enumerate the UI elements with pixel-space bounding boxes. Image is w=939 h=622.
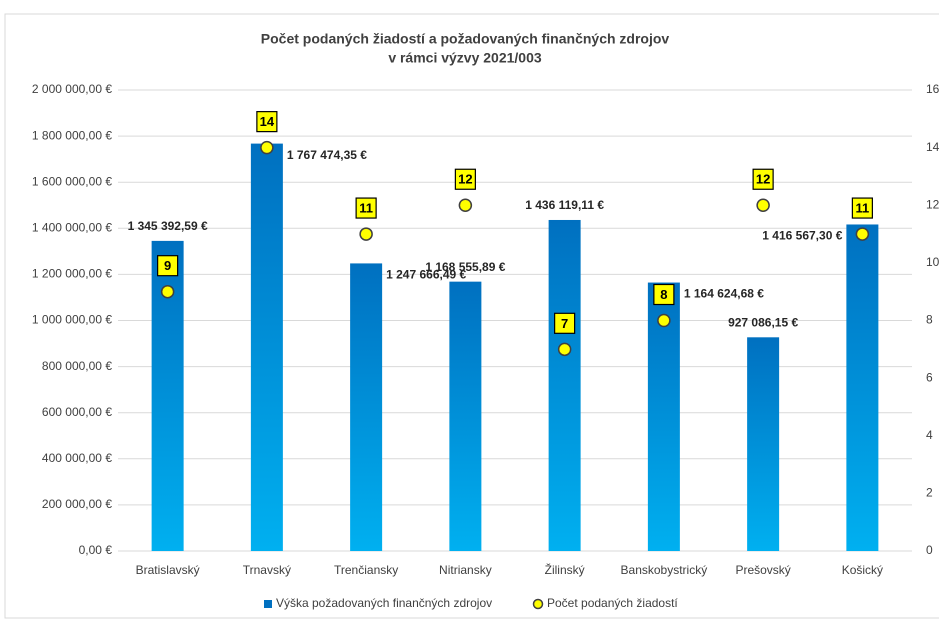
count-label: 11 (856, 201, 870, 216)
count-label: 12 (458, 172, 472, 187)
point (260, 140, 274, 155)
point (756, 198, 770, 212)
x-tick-label: Nitriansky (439, 563, 492, 577)
y-tick-label: 400 000,00 € (42, 451, 112, 465)
x-tick-label: Prešovský (735, 563, 790, 577)
y2-tick-label: 16 (926, 82, 939, 96)
value-label: 1 164 624,68 € (684, 287, 764, 301)
bar (846, 224, 879, 551)
legend-swatch (532, 598, 544, 610)
x-tick-label: Bratislavský (136, 563, 200, 577)
count-label: 11 (359, 201, 373, 216)
value-label: 927 086,15 € (728, 315, 798, 329)
count-label: 8 (660, 287, 667, 302)
legend-label: Výška požadovaných finančných zdrojov (276, 596, 492, 610)
y2-tick-label: 0 (926, 543, 933, 557)
y-tick-label: 1 800 000,00 € (32, 128, 112, 142)
x-tick-label: Banskobystrický (621, 563, 708, 577)
x-tick-label: Žilinský (545, 562, 585, 577)
y2-tick-label: 10 (926, 255, 939, 269)
point (855, 227, 870, 241)
y-tick-label: 1 000 000,00 € (32, 313, 112, 327)
legend-swatch (264, 600, 272, 608)
x-tick-label: Trnavský (243, 563, 291, 577)
y-tick-label: 1 200 000,00 € (32, 267, 112, 281)
bar (449, 281, 482, 551)
point (458, 198, 473, 212)
bar (350, 263, 383, 551)
y-tick-label: 1 400 000,00 € (32, 220, 112, 234)
y2-tick-label: 12 (926, 197, 939, 211)
point (160, 284, 175, 299)
x-tick-label: Trenčiansky (334, 563, 398, 577)
count-box (355, 197, 377, 219)
bar (548, 219, 581, 551)
y-tick-label: 600 000,00 € (42, 405, 112, 419)
value-label: 1 767 474,35 € (287, 148, 367, 162)
point (359, 227, 373, 241)
count-box (256, 111, 278, 133)
x-tick-label: Košický (842, 563, 883, 577)
point (657, 313, 671, 328)
bar (250, 143, 283, 551)
bar (647, 282, 680, 551)
count-box (554, 312, 576, 334)
chart-title: Počet podaných žiadostí a požadovaných f… (261, 31, 670, 47)
point (557, 342, 572, 357)
count-box (752, 168, 774, 190)
value-label: 1 345 392,59 € (128, 219, 208, 233)
count-box (454, 168, 476, 190)
count-box (851, 197, 873, 219)
chart-title: v rámci výzvy 2021/003 (388, 50, 542, 66)
count-label: 7 (561, 316, 568, 331)
y2-tick-label: 6 (926, 370, 933, 384)
y-tick-label: 1 600 000,00 € (32, 174, 112, 188)
y2-tick-label: 14 (926, 140, 939, 154)
y2-tick-label: 8 (926, 313, 933, 327)
legend-label: Počet podaných žiadostí (547, 596, 678, 610)
y-tick-label: 200 000,00 € (42, 497, 112, 511)
count-label: 12 (756, 172, 770, 187)
value-label: 1 416 567,30 € (762, 229, 842, 243)
y-tick-label: 800 000,00 € (42, 359, 112, 373)
y-tick-label: 2 000 000,00 € (32, 82, 112, 96)
y2-tick-label: 4 (926, 428, 933, 442)
value-label: 1 436 119,11 € (525, 198, 604, 212)
count-label: 14 (260, 114, 275, 129)
y-tick-label: 0,00 € (79, 543, 113, 557)
count-label: 9 (164, 258, 171, 273)
y2-tick-label: 2 (926, 486, 933, 500)
count-box (653, 283, 675, 306)
value-label: 1 247 666,49 € (386, 268, 466, 282)
bar (747, 337, 780, 551)
value-label: 1 168 555,89 € (425, 260, 505, 274)
count-box (157, 255, 179, 277)
